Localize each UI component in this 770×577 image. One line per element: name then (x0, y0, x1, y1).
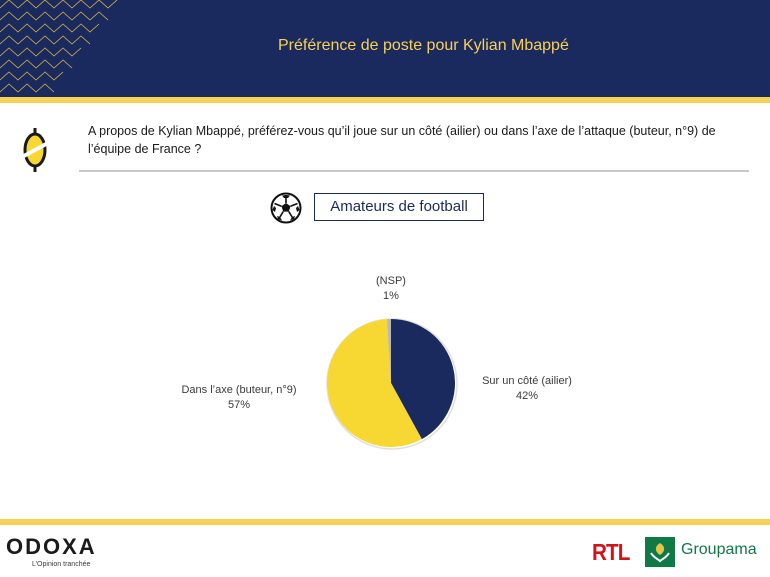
page-title: Préférence de poste pour Kylian Mbappé (278, 37, 569, 54)
pie-labels: Sur un côté (ailier) 42% Dans l’axe (buteu… (181, 275, 571, 411)
pie-shadow-ring (326, 318, 458, 450)
question-divider (79, 170, 749, 172)
slice-sur-un-cote (391, 319, 455, 440)
header-stripe (0, 97, 770, 103)
header-banner: Préférence de poste pour Kylian Mbappé (0, 0, 770, 97)
odoxa-tagline: L’Opinion tranchée (32, 561, 91, 568)
groupama-leaf-icon (645, 537, 675, 567)
slice-nsp-label: (NSP) (376, 275, 406, 287)
question-row: A propos de Kylian Mbappé, préférez-vous… (0, 118, 770, 174)
slice-dans-l-axe-label: Dans l’axe (buteur, n°9) (181, 384, 296, 396)
slice-sur-un-cote-label: Sur un côté (ailier) (482, 375, 572, 387)
slice-dans-l-axe-value: 57% (228, 399, 250, 411)
question-text: A propos de Kylian Mbappé, préférez-vous… (88, 124, 716, 156)
odoxa-o-icon (22, 128, 48, 172)
rtl-logo: RTL (592, 539, 630, 565)
odoxa-logo: ODOXA (6, 534, 97, 559)
footer-stripe (0, 519, 770, 525)
slice-nsp (386, 319, 391, 383)
slice-dans-l-axe (326, 319, 422, 447)
football-icon (270, 192, 302, 224)
groupama-logo: Groupama (681, 541, 757, 558)
slice-nsp-value: 1% (383, 290, 399, 302)
segment-label: Amateurs de football (330, 198, 468, 215)
segment-tab: Amateurs de football (314, 193, 484, 221)
chevron-pattern (0, 0, 118, 93)
pie-slices (326, 318, 458, 450)
slice-sur-un-cote-value: 42% (516, 390, 538, 402)
